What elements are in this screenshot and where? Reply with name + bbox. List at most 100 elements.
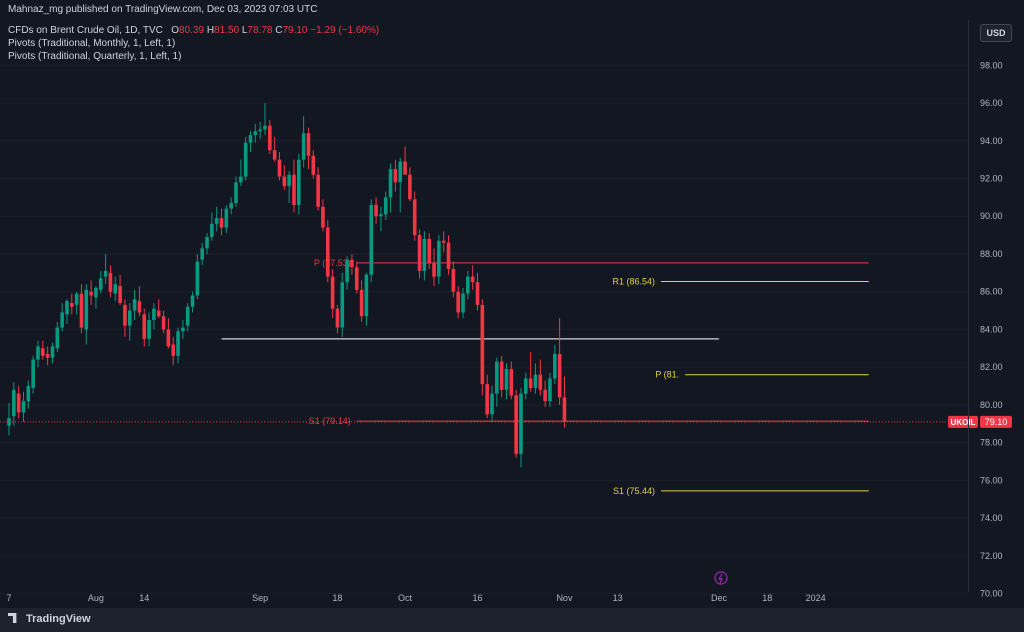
candle-body — [31, 359, 35, 388]
candle-body — [412, 199, 417, 236]
tradingview-logo[interactable]: TradingView — [8, 613, 91, 625]
candle-body — [243, 142, 248, 177]
x-tick-label: Nov — [556, 593, 573, 603]
candle-body — [55, 327, 60, 349]
candle-body — [79, 293, 84, 328]
candle-body — [437, 240, 441, 277]
candle-body — [306, 133, 311, 156]
candle-body — [292, 174, 296, 205]
candle-body — [127, 310, 132, 326]
candle-body — [374, 204, 378, 217]
candle-body — [422, 238, 427, 271]
candle-body — [316, 174, 320, 207]
currency-button[interactable]: USD — [980, 24, 1012, 42]
candle-body — [311, 155, 316, 175]
event-marker-icon — [714, 571, 728, 585]
candle-body — [562, 397, 567, 422]
legend-high: 81.50 — [214, 25, 240, 36]
candle-body — [26, 386, 31, 402]
candle-body — [263, 125, 267, 130]
candle-body — [470, 276, 475, 283]
candle-body — [403, 161, 407, 175]
candle-body — [137, 301, 142, 313]
x-tick-label: 16 — [473, 593, 483, 603]
candle-body — [504, 369, 509, 390]
candle-body — [350, 259, 354, 268]
footer-bar — [0, 608, 1024, 632]
candle-body — [171, 344, 176, 356]
candle-body — [388, 169, 393, 198]
candle-body — [74, 293, 79, 305]
candle-body — [524, 378, 528, 394]
y-tick-label: 84.00 — [980, 324, 1003, 334]
candle-body — [499, 361, 504, 390]
candle-body — [16, 393, 21, 413]
candle-body — [21, 401, 26, 413]
brand-label: TradingView — [26, 613, 91, 625]
candle-body — [335, 308, 340, 328]
y-tick-label: 72.00 — [980, 551, 1003, 561]
symbol-badge — [948, 415, 978, 428]
candle-body — [325, 227, 330, 277]
y-tick-label: 82.00 — [980, 362, 1003, 372]
x-tick-label: 13 — [613, 593, 623, 603]
x-tick-label: 18 — [762, 593, 772, 603]
last-price-label: 79.10 — [985, 417, 1008, 427]
candle-body — [461, 293, 465, 313]
candle-body — [108, 272, 113, 292]
candle-body — [7, 418, 11, 426]
legend-high-label: H — [206, 25, 215, 36]
candle-body — [166, 329, 171, 347]
candle-body — [41, 348, 45, 356]
symbol-badge-label: UKOIL — [951, 418, 976, 427]
candle-body — [214, 218, 219, 224]
legend-change: −1.29 (−1.60%) — [310, 25, 380, 36]
candle-body — [495, 361, 499, 394]
candle-body — [456, 291, 460, 313]
candle-body — [205, 236, 209, 249]
y-tick-label: 94.00 — [980, 136, 1003, 146]
candle-body — [69, 303, 74, 307]
pivot-label: P (87.53) — [314, 258, 351, 268]
legend-close-label: C — [275, 25, 283, 36]
candle-body — [393, 169, 398, 183]
header-bar — [0, 0, 1024, 20]
candle-body — [383, 197, 388, 215]
candle-body — [330, 276, 335, 309]
candle-body — [354, 267, 359, 290]
legend-symbol: CFDs on Brent Crude Oil, 1D, TVC — [8, 25, 163, 36]
tradingview-logo-icon — [8, 613, 17, 623]
price-axis[interactable] — [968, 20, 1024, 592]
candle-body — [441, 240, 446, 243]
x-tick-label: 2024 — [806, 593, 826, 603]
candle-body — [147, 320, 151, 339]
candle-body — [239, 176, 243, 183]
candle-body — [45, 353, 50, 358]
candle-body — [156, 310, 161, 317]
candle-body — [557, 353, 562, 398]
legend-open: 80.39 — [179, 25, 205, 36]
candle-body — [248, 135, 253, 143]
candle-body — [50, 346, 55, 358]
legend-low-label: L — [241, 25, 248, 36]
candle-body — [113, 284, 118, 294]
legend-pivot-quarterly[interactable]: Pivots (Traditional, Quarterly, 1, Left,… — [8, 51, 182, 62]
x-tick-label: Oct — [398, 593, 413, 603]
candle-body — [427, 238, 432, 264]
y-tick-label: 80.00 — [980, 400, 1003, 410]
legend-pivot-monthly[interactable]: Pivots (Traditional, Monthly, 1, Left, 1… — [8, 38, 176, 49]
legend-open-label: O — [171, 25, 179, 36]
legend-symbol-row: CFDs on Brent Crude Oil, 1D, TVC O80.39 … — [8, 24, 379, 37]
candle-body — [195, 261, 200, 296]
candle-body — [548, 378, 552, 402]
candlestick-chart[interactable]: 98.00 96.00 94.00 92.00 90.00 88.00 86.00 84.00… — [0, 0, 1024, 608]
candle-body — [253, 131, 258, 136]
y-tick-label: 86.00 — [980, 287, 1003, 297]
candle-body — [89, 291, 93, 296]
candle-body — [552, 353, 557, 379]
candle-body — [287, 174, 291, 187]
candle-body — [480, 304, 485, 385]
candle-body — [176, 331, 180, 356]
pivot-label: S1 (79.14) — [309, 416, 351, 426]
candle-body — [282, 176, 287, 187]
